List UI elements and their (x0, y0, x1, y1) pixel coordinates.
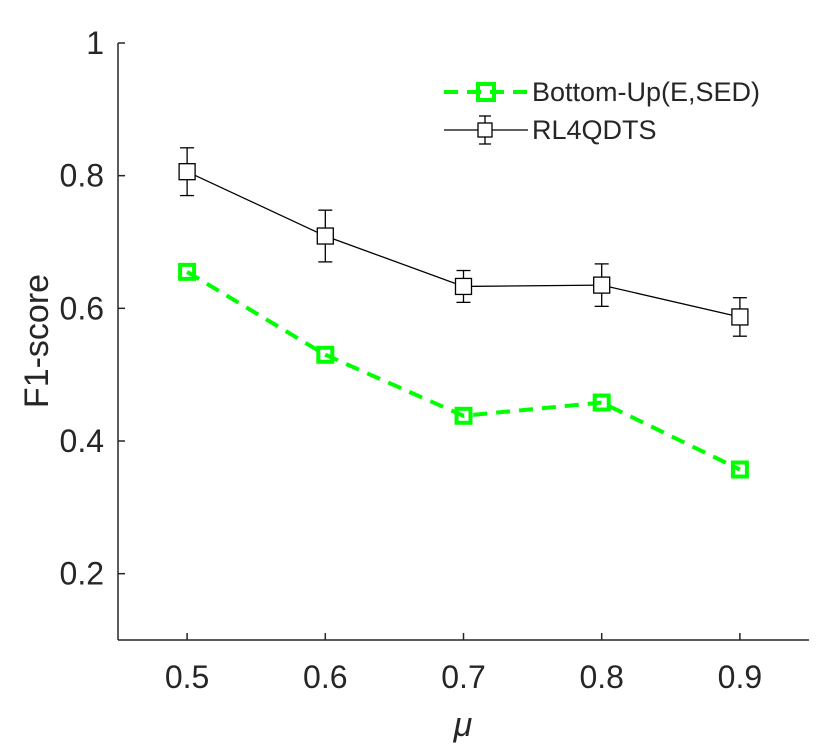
data-point-bottom-up-e-sed (178, 262, 197, 281)
data-point-rl4qdts (178, 163, 196, 181)
data-point-bottom-up-e-sed (316, 345, 335, 364)
plot-background (118, 43, 809, 640)
legend: Bottom-Up(E,SED) RL4QDTS (444, 77, 760, 145)
legend-marker-rl4qdts (477, 122, 493, 138)
data-point-bottom-up-e-sed (592, 393, 611, 412)
data-point-rl4qdts (454, 277, 473, 296)
series-layer (178, 147, 749, 479)
data-point-rl4qdts (316, 227, 334, 245)
x-tick-label: 0.9 (718, 659, 762, 695)
y-tick-label: 1 (86, 25, 104, 61)
data-point-rl4qdts (731, 308, 749, 326)
series-line-bottom-up-e-sed (186, 270, 741, 472)
legend-label-bottom-up: Bottom-Up(E,SED) (532, 77, 760, 107)
x-tick-label: 0.7 (441, 659, 485, 695)
x-tick-label: 0.6 (303, 659, 347, 695)
ticks-layer: 0.5 0.6 0.7 0.8 0.9 0.2 0.4 0.6 0.8 1 (60, 25, 763, 695)
y-tick-label: 0.2 (60, 556, 104, 592)
y-tick-label: 0.8 (60, 158, 104, 194)
y-tick-label: 0.4 (60, 423, 104, 459)
plot-area (118, 43, 809, 640)
data-point-bottom-up-e-sed (730, 460, 749, 479)
y-tick-label: 0.6 (60, 290, 104, 326)
x-tick-label: 0.5 (165, 659, 209, 695)
y-axis-label: F1-score (18, 274, 56, 408)
legend-marker-bottom-up (476, 82, 496, 102)
x-axis-label: μ (453, 706, 473, 744)
legend-label-rl4qdts: RL4QDTS (532, 115, 657, 145)
x-tick-label: 0.8 (579, 659, 623, 695)
data-point-rl4qdts (593, 276, 611, 294)
data-point-bottom-up-e-sed (454, 406, 473, 425)
